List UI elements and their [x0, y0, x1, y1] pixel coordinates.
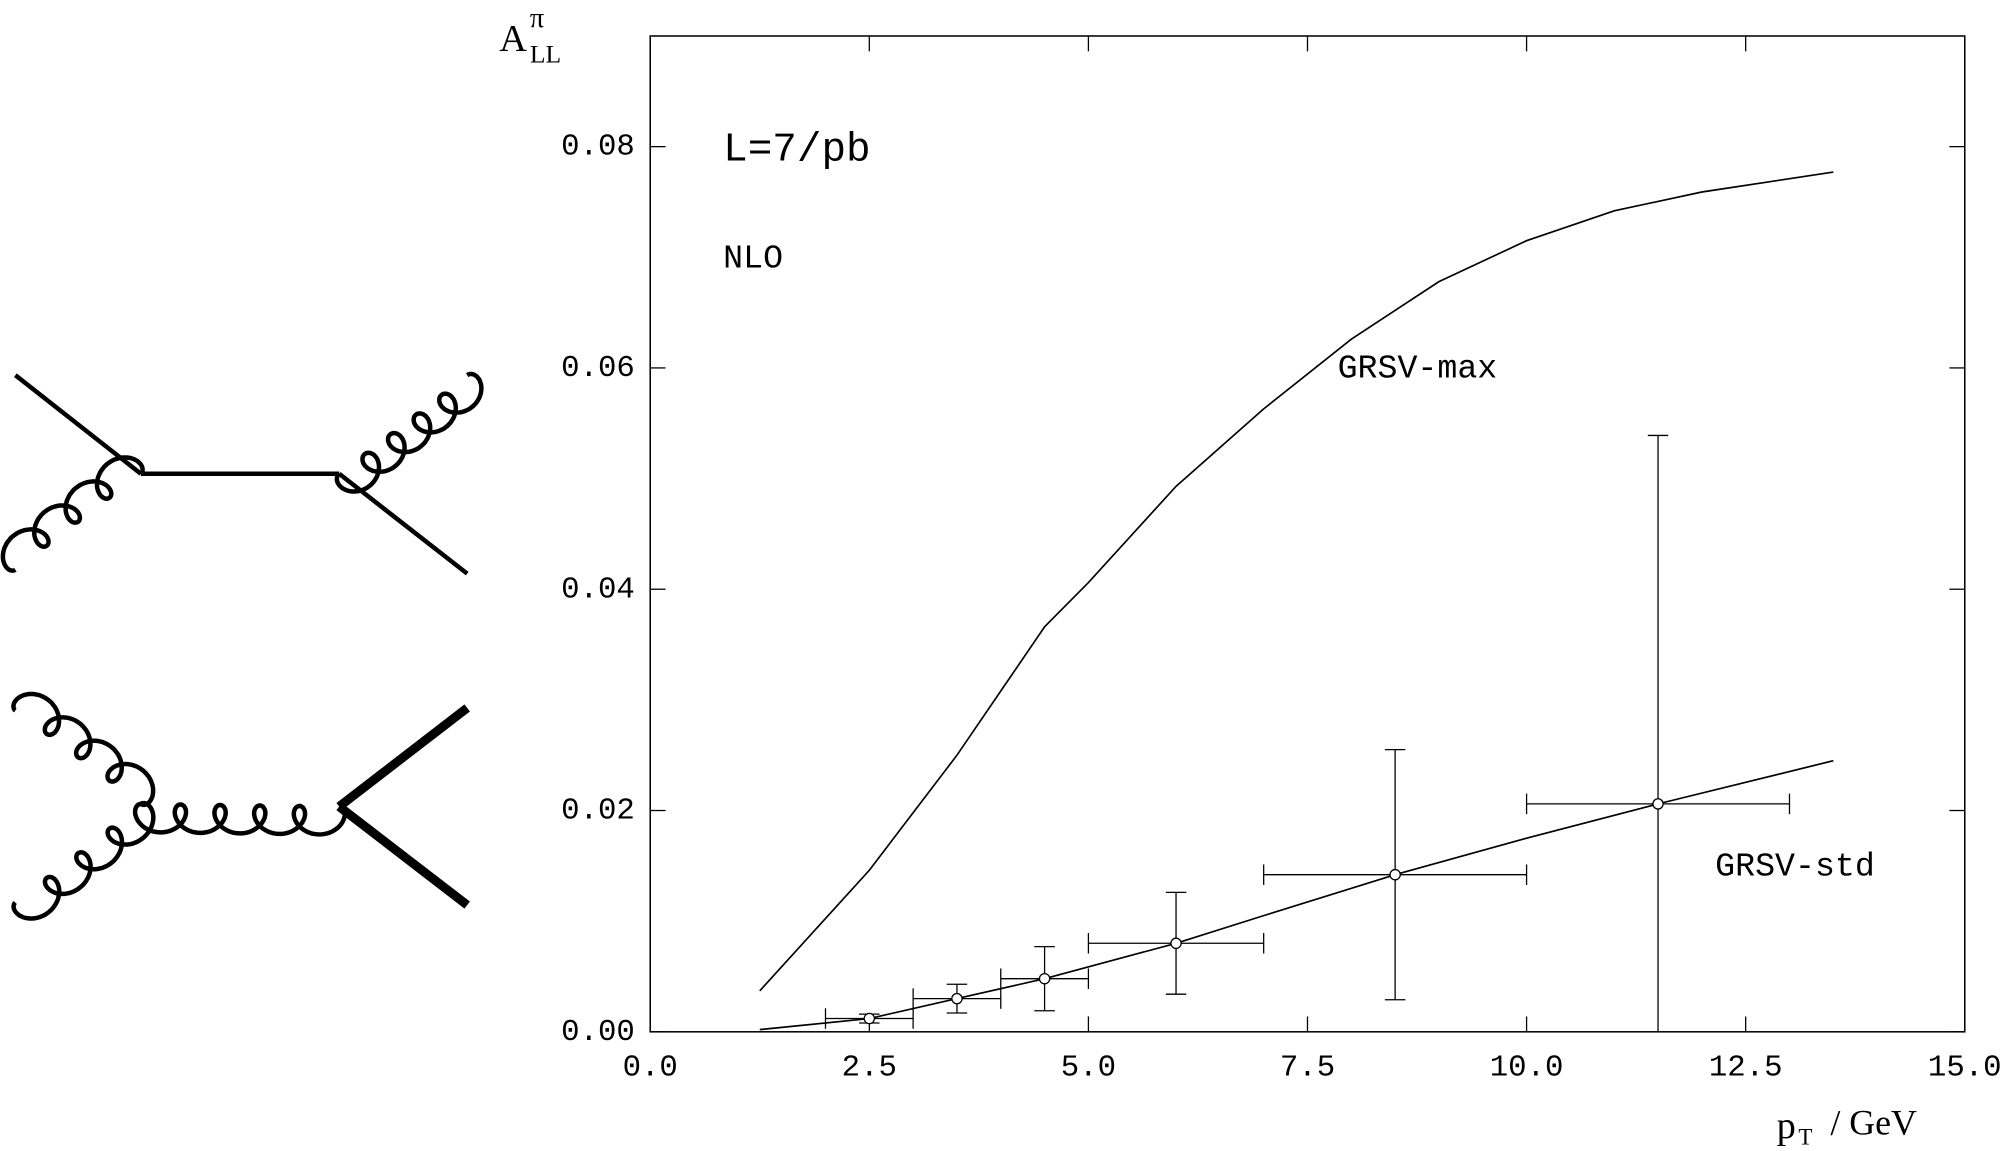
data-point: [1170, 937, 1182, 950]
data-points: [824, 434, 1791, 1032]
x-axis-label-unit: / GeV: [1830, 1103, 1917, 1143]
plot-area: 0.00 0.02 0.04 0.06 0.08 0.0 2.5 5.0 7.5 10.0 12.5…: [499, 3, 2002, 1150]
data-point: [1038, 972, 1051, 985]
x-tick-label: 0.0: [623, 1051, 678, 1086]
annotation: NLO: [723, 239, 783, 277]
x-axis-label-sub: T: [1798, 1124, 1812, 1150]
data-point: [863, 1012, 876, 1025]
gluon-line: [334, 371, 484, 494]
y-axis-label: A: [499, 18, 527, 60]
gluon-line: [0, 455, 145, 573]
annotation: L=7/pb: [723, 128, 870, 174]
y-tick-label: 0.04: [561, 572, 635, 607]
feynman-diagrams: [0, 371, 484, 921]
curve: [759, 759, 1834, 1031]
data-point: [1389, 868, 1401, 881]
y-tick-label: 0.08: [561, 130, 635, 165]
gluon-line: [132, 801, 347, 837]
x-tick-label: 7.5: [1280, 1051, 1335, 1086]
curve: [759, 171, 1834, 992]
data-point: [951, 992, 963, 1005]
gluon-line: [11, 691, 156, 808]
heavy-quark-line: [336, 802, 470, 909]
x-tick-label: 15.0: [1928, 1051, 2002, 1086]
y-tick-label: 0.02: [561, 794, 635, 829]
x-axis-label: p: [1777, 1105, 1796, 1147]
heavy-quark-line: [336, 704, 470, 811]
data-point: [1652, 798, 1664, 810]
x-tick-label: 10.0: [1490, 1051, 1564, 1086]
series-label: GRSV-max: [1338, 350, 1498, 388]
series-label: GRSV-std: [1715, 847, 1875, 885]
x-tick-label: 12.5: [1709, 1051, 1783, 1086]
x-tick-label: 5.0: [1061, 1051, 1116, 1086]
quark-line: [337, 471, 469, 576]
y-tick-label: 0.06: [561, 351, 635, 386]
y-axis-label-sub: LL: [530, 39, 561, 68]
x-tick-label: 2.5: [842, 1051, 897, 1086]
y-axis-label-sup: π: [530, 3, 544, 34]
gluon-line: [11, 800, 156, 921]
y-tick-label: 0.00: [561, 1015, 635, 1050]
